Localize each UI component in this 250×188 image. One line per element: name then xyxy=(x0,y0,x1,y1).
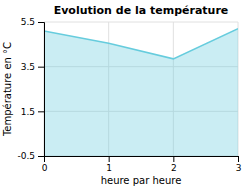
axis-line xyxy=(45,157,239,163)
y-axis: -0.5 1.5 3.5 5.5 xyxy=(17,17,44,161)
tick: 1.5 xyxy=(21,107,44,117)
tick: 3 xyxy=(236,156,242,173)
tick-label: 1.5 xyxy=(21,107,35,117)
tick: 2 xyxy=(171,156,177,173)
tick-label: 1 xyxy=(106,163,112,173)
x-axis-title: heure par heure xyxy=(101,175,182,186)
marks xyxy=(44,29,238,156)
tick-mark xyxy=(109,156,110,162)
tick: 3.5 xyxy=(21,62,44,72)
plot: 0 1 2 3 -0.5 1.5 3.5 5.5 xyxy=(17,17,241,173)
x-axis: 0 1 2 3 xyxy=(42,156,242,173)
tick-label: 5.5 xyxy=(21,17,35,27)
tick: 5.5 xyxy=(21,17,44,27)
line xyxy=(44,29,238,59)
tick-label: 0 xyxy=(42,163,48,173)
grid xyxy=(44,22,238,156)
tick-label: -0.5 xyxy=(17,151,35,161)
title: Evolution de la température xyxy=(54,4,229,17)
tick-label: 3.5 xyxy=(21,62,35,72)
tick: -0.5 xyxy=(17,151,44,161)
tick-mark xyxy=(238,156,239,162)
area xyxy=(44,29,238,156)
tick-mark xyxy=(38,156,44,157)
tick-mark xyxy=(38,111,44,112)
tick-label: 2 xyxy=(171,163,177,173)
chart: 0 1 2 3 -0.5 1.5 3.5 5.5 Evolution de la tempéra… xyxy=(0,0,250,188)
grid-line-y xyxy=(44,22,238,23)
tick: 0 xyxy=(42,156,48,173)
tick-mark xyxy=(38,22,44,23)
tick-mark xyxy=(38,67,44,68)
tick-label: 3 xyxy=(236,163,242,173)
tick-mark xyxy=(173,156,174,162)
axis-line xyxy=(38,23,45,157)
y-axis-title: Température en °C xyxy=(2,42,13,137)
tick: 1 xyxy=(106,156,112,173)
